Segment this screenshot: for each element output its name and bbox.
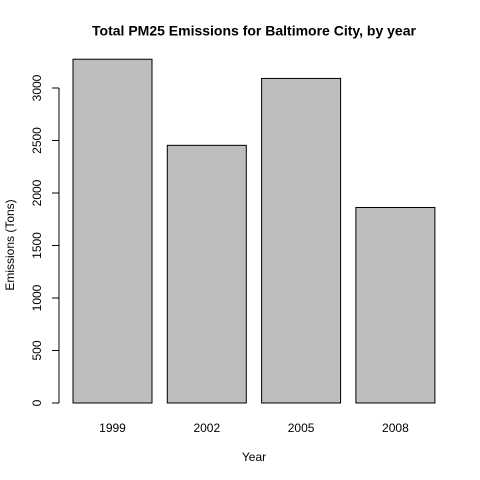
chart-title: Total PM25 Emissions for Baltimore City,… [92,23,416,39]
x-tick-label: 1999 [99,421,126,435]
y-tick-label: 2000 [30,179,44,206]
y-tick-label: 1500 [30,232,44,259]
bar [355,206,436,404]
y-tick-label: 1000 [30,284,44,311]
x-axis-label: Year [242,450,266,464]
x-tick-label: 2008 [382,421,409,435]
bar [261,77,342,404]
y-tick-label: 500 [30,340,44,360]
y-tick-label: 3000 [30,74,44,101]
y-tick-label: 2500 [30,127,44,154]
y-tick-label: 0 [30,399,44,406]
x-tick-label: 2005 [288,421,315,435]
x-tick-label: 2002 [193,421,220,435]
bar [72,58,153,404]
y-axis-label: Emissions (Tons) [3,199,17,290]
bar [166,144,247,404]
